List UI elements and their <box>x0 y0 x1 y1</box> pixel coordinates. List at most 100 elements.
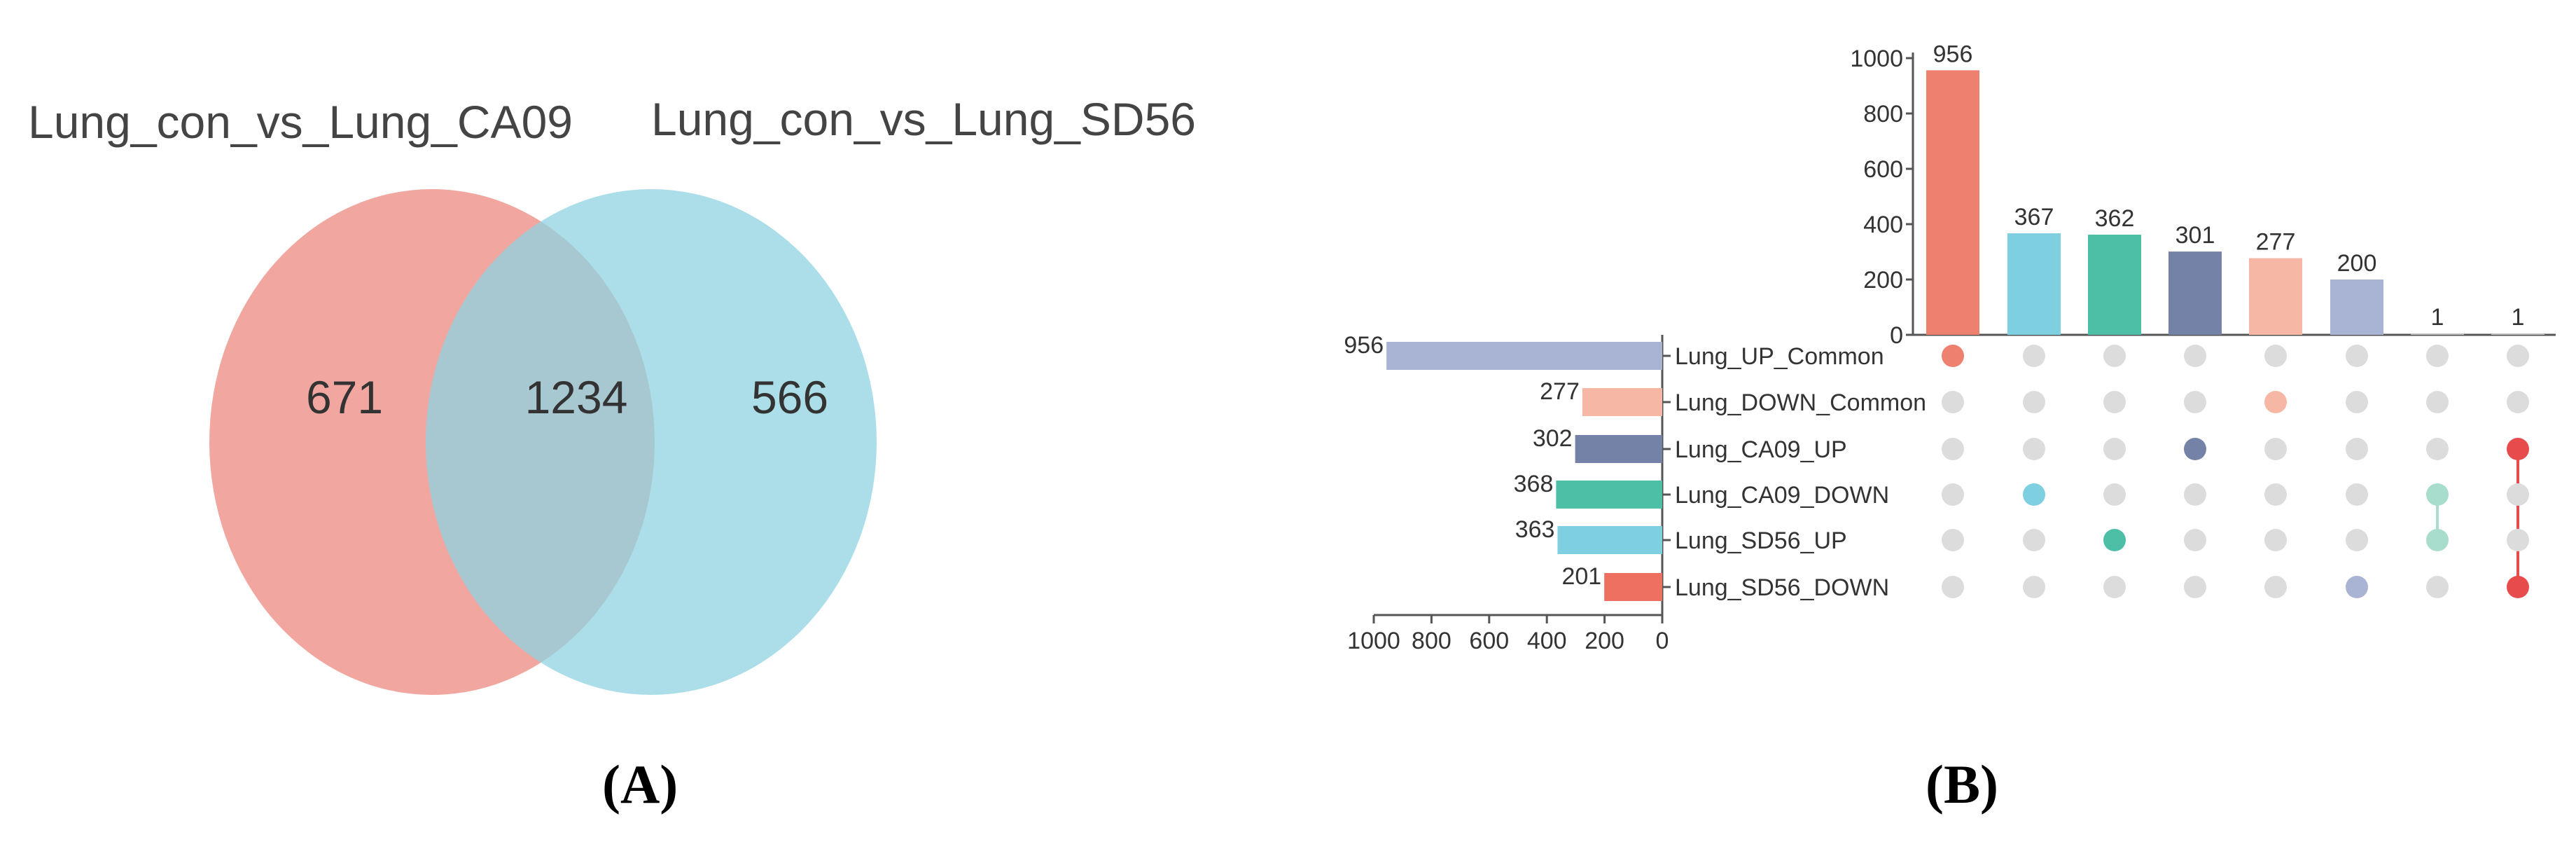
matrix-dot-active <box>2184 438 2206 460</box>
set-size-bar <box>1557 526 1662 554</box>
matrix-dot-active <box>2507 438 2529 460</box>
intersection-bar <box>2088 235 2141 335</box>
matrix-dot-inactive <box>2184 576 2206 598</box>
intersection-y-tick-label: 0 <box>1890 322 1903 349</box>
matrix-dot-inactive <box>2346 345 2368 367</box>
set-size-value-label: 368 <box>1514 471 1554 497</box>
set-size-x-tick-label: 600 <box>1469 628 1509 654</box>
upset-plot: 0 200 400 600 800 1000 956 367 362 301 277 200 1 1 100… <box>1344 41 2556 654</box>
matrix-dot-inactive <box>2184 483 2206 506</box>
venn-only-a-count: 671 <box>306 371 383 423</box>
intersection-bar-value-label: 367 <box>2014 204 2054 230</box>
matrix-dot-active <box>2103 529 2126 551</box>
panel-b-label: (B) <box>1926 754 1998 815</box>
intersection-bar-value-label: 1 <box>2431 304 2444 331</box>
matrix-dot-inactive <box>1942 483 1964 506</box>
set-size-value-label: 363 <box>1515 516 1555 543</box>
set-size-bar <box>1556 481 1662 509</box>
intersection-bar-value-label: 362 <box>2095 205 2135 232</box>
matrix-dot-inactive <box>2346 483 2368 506</box>
matrix-dot-inactive <box>2264 483 2287 506</box>
matrix-dot-inactive <box>2346 529 2368 551</box>
venn-set-b-title: Lung_con_vs_Lung_SD56 <box>651 93 1196 145</box>
set-size-x-tick-label: 800 <box>1412 628 1451 654</box>
matrix-dot-inactive <box>2426 391 2449 413</box>
intersection-bar <box>2491 333 2544 335</box>
venn-overlap-count: 1234 <box>525 371 628 423</box>
intersection-bar-value-label: 277 <box>2256 229 2296 256</box>
matrix-dot-active <box>2507 576 2529 598</box>
matrix-dot-inactive <box>2103 483 2126 506</box>
matrix-dot-active <box>2426 483 2449 506</box>
intersection-bar <box>2168 251 2222 335</box>
matrix-dot-inactive <box>2023 576 2045 598</box>
venn-circle-b <box>426 189 877 695</box>
set-name-label: Lung_CA09_UP <box>1675 436 1847 463</box>
matrix-dot-inactive <box>2184 529 2206 551</box>
matrix-dot-inactive <box>2426 576 2449 598</box>
intersection-bar <box>1926 70 1979 335</box>
set-size-value-label: 302 <box>1533 425 1573 452</box>
matrix-dot-inactive <box>2103 345 2126 367</box>
intersection-y-tick-label: 800 <box>1863 101 1903 127</box>
matrix-dot-active <box>2264 391 2287 413</box>
matrix-dot-inactive <box>1942 529 1964 551</box>
set-size-x-tick-label: 0 <box>1656 628 1669 654</box>
matrix-dot-inactive <box>2103 576 2126 598</box>
matrix-dot-inactive <box>2507 391 2529 413</box>
set-size-bar <box>1575 435 1662 463</box>
matrix-dot-inactive <box>1942 391 1964 413</box>
matrix-dot-inactive <box>2103 438 2126 460</box>
matrix-dot-inactive <box>2264 438 2287 460</box>
matrix-dot-active <box>1942 345 1964 367</box>
intersection-y-tick-label: 400 <box>1863 212 1903 238</box>
set-name-label: Lung_CA09_DOWN <box>1675 482 1889 509</box>
set-size-value-label: 201 <box>1561 563 1601 590</box>
venn-only-b-count: 566 <box>751 371 828 423</box>
set-size-bar <box>1582 388 1662 416</box>
set-name-label: Lung_DOWN_Common <box>1675 389 1926 416</box>
matrix-dot-inactive <box>2264 576 2287 598</box>
set-size-x-tick-label: 1000 <box>1347 628 1400 654</box>
matrix-dot-inactive <box>2023 345 2045 367</box>
matrix-dot-active <box>2346 576 2368 598</box>
intersection-bar <box>2007 233 2061 335</box>
intersection-y-tick-label: 200 <box>1863 267 1903 294</box>
matrix-dot-inactive <box>2426 345 2449 367</box>
intersection-y-tick-label: 1000 <box>1850 46 1903 72</box>
set-name-label: Lung_SD56_UP <box>1675 527 1847 554</box>
matrix-dot-inactive <box>2103 391 2126 413</box>
matrix-dot-inactive <box>2264 529 2287 551</box>
intersection-y-tick-label: 600 <box>1863 156 1903 183</box>
set-size-x-tick-label: 400 <box>1527 628 1567 654</box>
matrix-dot-inactive <box>1942 438 1964 460</box>
set-name-label: Lung_UP_Common <box>1675 343 1884 370</box>
set-name-label: Lung_SD56_DOWN <box>1675 574 1889 601</box>
intersection-bar-value-label: 301 <box>2175 222 2215 249</box>
panel-a-label: (A) <box>602 754 678 815</box>
set-size-value-label: 956 <box>1344 332 1384 359</box>
matrix-dot-inactive <box>2507 529 2529 551</box>
matrix-dot-inactive <box>2507 483 2529 506</box>
matrix-dot-inactive <box>2023 529 2045 551</box>
intersection-bar-value-label: 956 <box>1933 41 1973 67</box>
set-size-bar <box>1604 573 1662 601</box>
venn-set-a-title: Lung_con_vs_Lung_CA09 <box>28 96 573 148</box>
intersection-bar-value-label: 1 <box>2512 304 2525 331</box>
set-size-bar <box>1386 342 1662 370</box>
matrix-dot-inactive <box>2346 438 2368 460</box>
matrix-dot-inactive <box>1942 576 1964 598</box>
matrix-dot-inactive <box>2507 345 2529 367</box>
intersection-bar <box>2249 258 2302 335</box>
set-size-value-label: 277 <box>1540 378 1580 405</box>
intersection-bar <box>2411 333 2464 335</box>
matrix-dot-inactive <box>2426 438 2449 460</box>
matrix-dot-inactive <box>2184 345 2206 367</box>
matrix-dot-inactive <box>2346 391 2368 413</box>
matrix-dot-inactive <box>2264 345 2287 367</box>
venn-diagram: Lung_con_vs_Lung_CA09 Lung_con_vs_Lung_S… <box>28 93 1196 695</box>
matrix-dot-inactive <box>2184 391 2206 413</box>
matrix-dot-active <box>2023 483 2045 506</box>
intersection-bar <box>2330 279 2383 335</box>
set-size-x-tick-label: 200 <box>1585 628 1624 654</box>
